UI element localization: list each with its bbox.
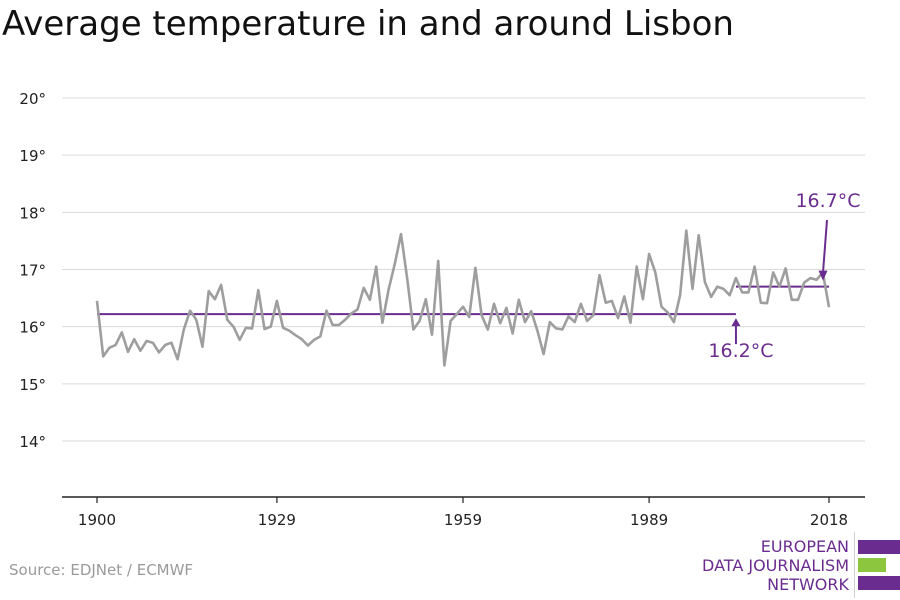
x-axis-ticks: 1900 1929 1959 1989 2018 [78, 497, 848, 529]
y-tick-label: 18° [19, 204, 46, 222]
logo-bar-green [858, 558, 886, 572]
y-tick-label: 20° [19, 90, 46, 108]
logo-text-european: EUROPEAN [760, 537, 849, 556]
annotation-arrow-head-1 [731, 318, 741, 327]
annotation-arrow-shaft-2 [822, 219, 828, 273]
x-tick-label: 2018 [810, 511, 848, 529]
x-tick-label: 1959 [444, 511, 482, 529]
y-tick-label: 16° [19, 319, 46, 337]
y-tick-label: 14° [19, 433, 46, 451]
chart-title: Average temperature in and around Lisbon [2, 4, 734, 44]
logo-text-data-journalism: DATA JOURNALISM [702, 556, 849, 575]
logo-text-network: NETWORK [767, 575, 849, 594]
y-tick-label: 19° [19, 147, 46, 165]
source-note: Source: EDJNet / ECMWF [9, 561, 194, 579]
y-axis-ticks: 14° 15° 16° 17° 18° 19° 20° [19, 90, 46, 451]
x-tick-label: 1900 [78, 511, 116, 529]
y-tick-label: 15° [19, 376, 46, 394]
edjnet-logo: EUROPEAN DATA JOURNALISM NETWORK [700, 530, 900, 600]
grid-lines [62, 97, 865, 442]
annotation-label-2: 16.7°C [795, 190, 860, 212]
logo-bar-purple-top [858, 540, 900, 554]
y-tick-label: 17° [19, 262, 46, 280]
series-line-temperature [95, 229, 831, 367]
logo-divider [854, 532, 855, 598]
average-annotations: 16.2°C 16.7°C [708, 190, 860, 362]
annotation-label-1: 16.2°C [708, 340, 773, 362]
annotation-arrow-head-2 [818, 270, 828, 281]
logo-bar-purple-bottom [858, 576, 900, 590]
x-tick-label: 1989 [630, 511, 668, 529]
x-tick-label: 1929 [258, 511, 296, 529]
